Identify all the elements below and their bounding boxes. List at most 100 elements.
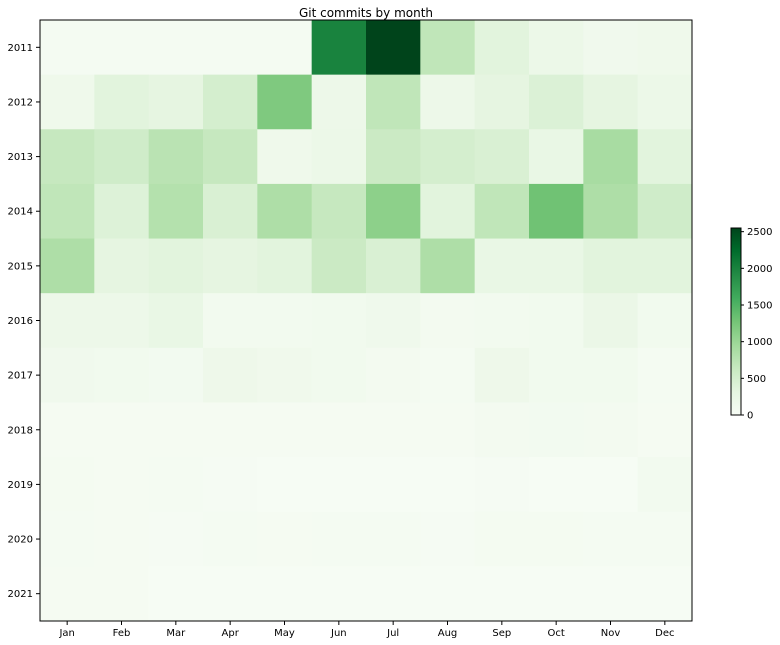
x-tick-label: Oct (548, 628, 565, 639)
colorbar-frame (730, 227, 742, 416)
heatmap-cell-2020-Sep (474, 511, 530, 567)
heatmap-cell-2018-Feb (94, 402, 150, 458)
heatmap-cell-2019-Nov (583, 457, 639, 513)
chart-title: Git commits by month (299, 6, 433, 20)
heatmap-cell-2013-Mar (148, 129, 204, 185)
heatmap-cell-2011-Apr (203, 20, 258, 76)
heatmap-cell-2014-Jul (366, 183, 421, 240)
heatmap-cell-2014-Dec (637, 183, 693, 240)
heatmap-cell-2017-Jul (366, 347, 421, 403)
x-tick-label: Sep (492, 628, 511, 639)
heatmap-cell-2014-Jan (40, 183, 95, 240)
heatmap-cell-2017-Dec (637, 347, 693, 403)
y-tick-label: 2021 (8, 589, 33, 600)
y-tick-label: 2017 (8, 371, 33, 382)
heatmap-cell-2012-Jul (366, 74, 421, 130)
heatmap-cell-2016-Sep (474, 293, 530, 349)
x-tick-label: May (274, 628, 295, 639)
x-axis: Jan Feb Mar Apr May Jun Jul Aug Sep Oct Nov Dec (58, 621, 675, 639)
heatmap-cell-2020-May (257, 511, 313, 567)
colorbar-tick-label: 2000 (747, 264, 772, 275)
y-tick-label: 2015 (8, 261, 33, 272)
heatmap-cell-2014-Feb (94, 183, 150, 240)
heatmap-cell-2016-Mar (148, 293, 204, 349)
heatmap-cell-2013-Jan (40, 129, 95, 185)
heatmap-cell-2014-Mar (148, 183, 204, 240)
heatmap-cell-2015-Oct (529, 238, 584, 294)
colorbar-tick-label: 1500 (747, 301, 772, 312)
heatmap-cell-2013-Jun (311, 129, 367, 185)
x-tick-label: Feb (113, 628, 131, 639)
heatmap-cell-2012-Apr (203, 74, 258, 130)
heatmap-cell-2018-Jul (366, 402, 421, 458)
heatmap-cell-2017-Aug (420, 347, 476, 403)
heatmap-cell-2013-Sep (474, 129, 530, 185)
heatmap-cell-2015-Sep (474, 238, 530, 294)
heatmap-cell-2014-Sep (474, 183, 530, 240)
heatmap-cell-2014-Apr (203, 183, 258, 240)
heatmap-cell-2016-Nov (583, 293, 639, 349)
x-tick-label: Jul (386, 628, 399, 639)
colorbar-tick-label: 500 (747, 374, 766, 385)
heatmap-cell-2017-Nov (583, 347, 639, 403)
heatmap-cell-2018-Sep (474, 402, 530, 458)
y-tick-label: 2019 (8, 480, 33, 491)
heatmap-cell-2017-Jan (40, 347, 95, 403)
heatmap-cell-2011-Feb (94, 20, 150, 76)
heatmap-cell-2020-Jul (366, 511, 421, 567)
heatmap-cell-2020-Apr (203, 511, 258, 567)
heatmap-cell-2017-Feb (94, 347, 150, 403)
heatmap-cell-2021-Aug (420, 566, 476, 622)
heatmap-cell-2018-Dec (637, 402, 693, 458)
heatmap-cell-2014-Nov (583, 183, 639, 240)
heatmap-cell-2017-Mar (148, 347, 204, 403)
heatmap-cell-2021-Sep (474, 566, 530, 622)
heatmap-cell-2015-Nov (583, 238, 639, 294)
heatmap-cell-2014-Aug (420, 183, 476, 240)
colorbar-tick-label: 0 (747, 411, 753, 422)
heatmap-cell-2020-Jun (311, 511, 367, 567)
heatmap-cell-2013-Apr (203, 129, 258, 185)
heatmap-cell-2012-Nov (583, 74, 639, 130)
heatmap-cell-2021-Mar (148, 566, 204, 622)
heatmap-cell-2013-Aug (420, 129, 476, 185)
heatmap-cell-2011-Nov (583, 20, 639, 76)
heatmap-cell-2012-Dec (637, 74, 693, 130)
heatmap-cell-2020-Jan (40, 511, 95, 567)
heatmap-cell-2019-Feb (94, 457, 150, 513)
heatmap-cell-2020-Feb (94, 511, 150, 567)
heatmap-cell-2018-Aug (420, 402, 476, 458)
y-tick-label: 2016 (8, 316, 33, 327)
y-tick-label: 2020 (8, 535, 33, 546)
x-tick-label: Jun (330, 628, 347, 639)
y-tick-label: 2011 (8, 43, 33, 54)
x-tick-label: Apr (222, 628, 240, 639)
heatmap-cell-2019-Jan (40, 457, 95, 513)
heatmap-cell-2012-Mar (148, 74, 204, 130)
heatmap-cell-2021-Oct (529, 566, 584, 622)
heatmap-cell-2021-Jul (366, 566, 421, 622)
heatmap-cell-2016-Aug (420, 293, 476, 349)
heatmap-cell-2017-Sep (474, 347, 530, 403)
x-tick-label: Mar (166, 628, 186, 639)
heatmap-cell-2019-May (257, 457, 313, 513)
heatmap-cell-2020-Aug (420, 511, 476, 567)
heatmap-cell-2015-Aug (420, 238, 476, 294)
heatmap-cell-2012-May (257, 74, 313, 130)
heatmap-cell-2020-Dec (637, 511, 693, 567)
heatmap-cell-2018-Apr (203, 402, 258, 458)
heatmap-cell-2012-Oct (529, 74, 584, 130)
x-tick-label: Nov (601, 628, 621, 639)
heatmap-cells (40, 20, 693, 622)
heatmap-cell-2021-May (257, 566, 313, 622)
heatmap-cell-2013-May (257, 129, 313, 185)
heatmap-cell-2021-Dec (637, 566, 693, 622)
heatmap-cell-2011-Sep (474, 20, 530, 76)
heatmap-cell-2016-Jun (311, 293, 367, 349)
heatmap-cell-2011-Mar (148, 20, 204, 76)
heatmap-cell-2021-Feb (94, 566, 150, 622)
heatmap-cell-2019-Mar (148, 457, 204, 513)
heatmap-cell-2017-Apr (203, 347, 258, 403)
heatmap-cell-2015-Jul (366, 238, 421, 294)
